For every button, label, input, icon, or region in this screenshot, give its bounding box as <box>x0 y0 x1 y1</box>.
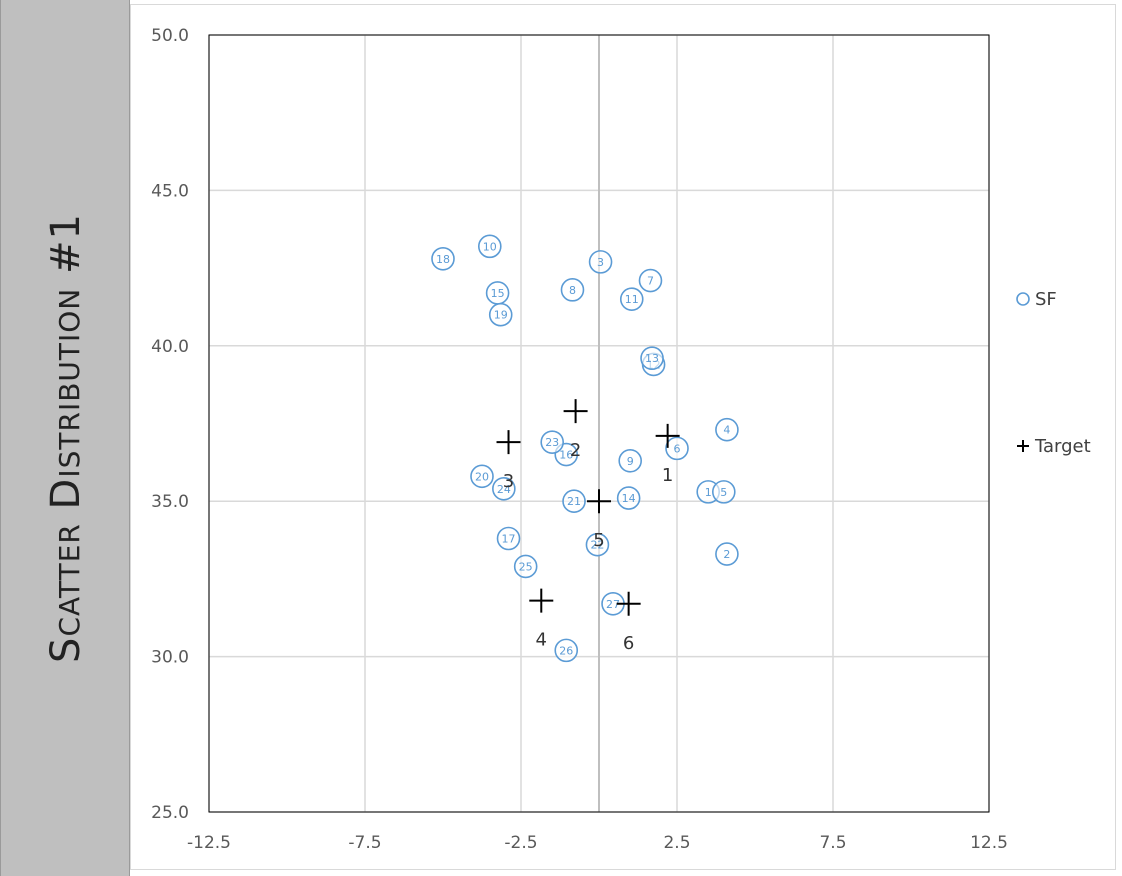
sf-point <box>640 346 664 371</box>
y-tick-label: 40.0 <box>151 337 189 357</box>
target-point-label: 3 <box>503 471 514 492</box>
target-point-label: 2 <box>570 440 581 461</box>
target-point <box>563 399 588 424</box>
sf-point <box>585 532 610 557</box>
sf-point-label: 15 <box>491 287 505 300</box>
sf-point <box>711 480 736 504</box>
target-point-label: 1 <box>662 465 673 486</box>
sf-point-label: 9 <box>627 455 634 468</box>
sf-point <box>477 234 502 259</box>
sf-point-label: 19 <box>494 309 508 322</box>
legend-sf-marker <box>1016 292 1030 306</box>
sf-point <box>492 476 516 501</box>
sf-point <box>431 246 455 271</box>
sf-point <box>715 417 739 442</box>
target-point <box>655 423 680 448</box>
legend-target-marker <box>1017 440 1029 452</box>
target-point <box>496 430 521 455</box>
sf-point <box>618 448 643 473</box>
side-panel: Scatter Distribution #1 <box>0 0 130 876</box>
x-tick-label: 2.5 <box>663 833 690 853</box>
sf-point-label: 27 <box>606 598 620 611</box>
target-point-label: 6 <box>623 633 634 654</box>
y-tick-label: 50.0 <box>151 26 189 46</box>
scatter-chart: -12.5 -7.5 -2.5 2.5 7.5 12.5 25.0 30.0 35.0 40.0 4… <box>151 26 1091 853</box>
legend-target-label: Target <box>1034 436 1091 457</box>
sf-point-label: 13 <box>645 352 659 365</box>
y-tick-label: 35.0 <box>151 492 189 512</box>
x-tick-label: 7.5 <box>819 833 846 853</box>
sf-point-label: 23 <box>545 436 559 449</box>
sf-point <box>619 287 644 311</box>
sf-point-label: 7 <box>647 275 654 288</box>
x-tick-label: 12.5 <box>970 833 1008 853</box>
sf-point <box>588 250 613 274</box>
sf-point-label: 10 <box>483 240 497 253</box>
sf-point <box>540 430 565 454</box>
sf-point-label: 3 <box>597 256 604 269</box>
sf-point-label: 20 <box>475 470 489 483</box>
legend-sf-label: SF <box>1035 289 1057 310</box>
sf-point-label: 26 <box>559 644 573 657</box>
sf-point <box>488 302 513 327</box>
target-point-label: 4 <box>536 630 547 651</box>
sf-point-label: 8 <box>569 284 576 297</box>
sf-point-label: 17 <box>502 532 516 545</box>
x-tick-label: -2.5 <box>504 833 537 853</box>
sf-point <box>638 268 663 293</box>
y-tick-label: 25.0 <box>151 803 189 823</box>
y-tick-label: 30.0 <box>151 648 189 668</box>
sf-point <box>496 526 521 551</box>
sf-point-label: 5 <box>720 486 727 499</box>
sf-point-label: 16 <box>559 449 573 462</box>
sf-point <box>513 554 538 579</box>
sf-point-label: 2 <box>723 548 730 561</box>
sf-point <box>616 486 641 510</box>
x-tick-label: -12.5 <box>187 833 231 853</box>
y-tick-label: 45.0 <box>151 181 189 201</box>
plot-border <box>208 34 990 813</box>
sf-point-label: 24 <box>497 483 511 496</box>
sf-point <box>560 278 585 302</box>
sf-point-label: 25 <box>519 560 533 573</box>
target-point <box>616 591 641 616</box>
sf-point <box>715 542 739 566</box>
sf-point-label: 1 <box>705 486 712 499</box>
sf-point-label: 4 <box>723 424 730 437</box>
sf-point <box>665 436 689 461</box>
target-point <box>529 588 554 613</box>
sf-point <box>562 489 586 514</box>
chart-area: -12.5 -7.5 -2.5 2.5 7.5 12.5 25.0 30.0 35.0 40.0 4… <box>130 4 1116 870</box>
sf-point <box>554 638 579 663</box>
sf-point-label: 21 <box>567 495 581 508</box>
x-tick-label: -7.5 <box>348 833 381 853</box>
sf-point-label: 22 <box>590 539 604 552</box>
sf-point-label: 6 <box>674 442 681 455</box>
side-title: Scatter Distribution #1 <box>43 213 89 663</box>
sf-point-label: 18 <box>436 253 450 266</box>
sf-point-label: 11 <box>625 293 639 306</box>
sf-point-label: 14 <box>622 492 636 505</box>
target-point-label: 5 <box>593 530 604 551</box>
sf-point <box>470 464 494 489</box>
target-point <box>587 489 611 514</box>
